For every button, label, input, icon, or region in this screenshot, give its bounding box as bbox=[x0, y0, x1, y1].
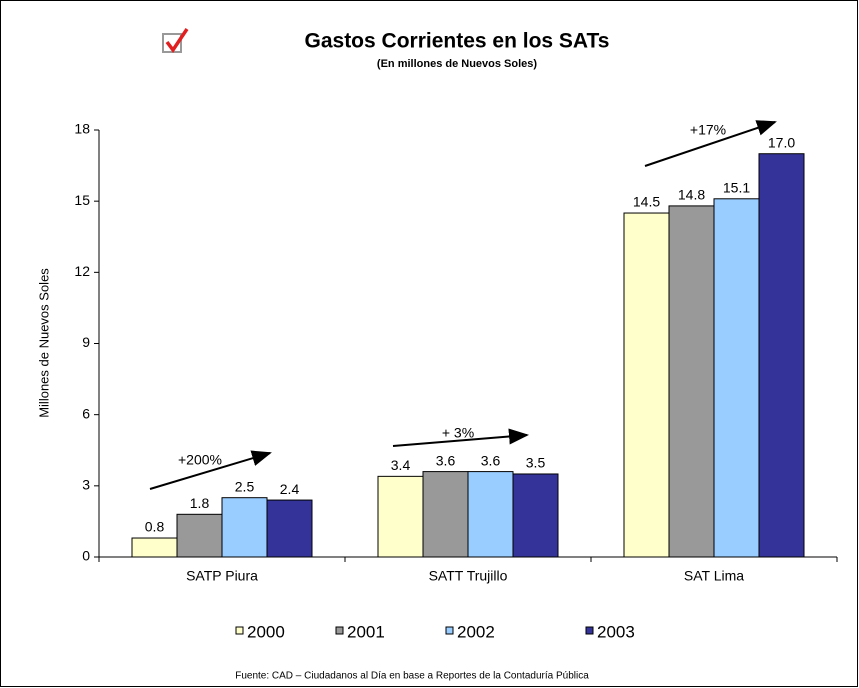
y-axis-label: Millones de Nuevos Soles bbox=[36, 268, 51, 418]
trend-arrow bbox=[149, 450, 272, 490]
bar bbox=[266, 499, 313, 558]
x-tick-label: SAT Lima bbox=[684, 568, 744, 584]
trend-arrow bbox=[644, 120, 777, 167]
legend-swatch bbox=[235, 626, 244, 635]
annotation: + 3% bbox=[442, 425, 474, 441]
bar bbox=[422, 471, 469, 558]
trend-arrow bbox=[392, 428, 529, 447]
annotation: +200% bbox=[178, 452, 222, 468]
x-tick-label: SATP Piura bbox=[186, 568, 258, 584]
bar bbox=[668, 205, 715, 558]
legend-label: 2000 bbox=[247, 622, 285, 641]
value-label: 2.4 bbox=[280, 481, 300, 497]
y-tick-label: 0 bbox=[82, 548, 90, 564]
bar bbox=[623, 212, 670, 558]
y-tick-label: 3 bbox=[82, 477, 90, 493]
legend-swatch bbox=[445, 626, 454, 635]
legend-swatch bbox=[335, 626, 344, 635]
source-note: Fuente: CAD – Ciudadanos al Día en base … bbox=[235, 671, 589, 682]
x-tick-label: SATT Trujillo bbox=[429, 568, 508, 584]
y-tick-label: 18 bbox=[74, 121, 90, 137]
y-tick-label: 6 bbox=[82, 405, 90, 421]
legend-label: 2002 bbox=[457, 622, 495, 641]
bar bbox=[221, 497, 268, 558]
value-label: 1.8 bbox=[190, 495, 210, 511]
value-label: 2.5 bbox=[235, 478, 255, 494]
chart-title: Gastos Corrientes en los SATs bbox=[305, 30, 610, 53]
checkbox-icon bbox=[162, 28, 189, 54]
value-label: 3.6 bbox=[481, 452, 501, 468]
value-label: 3.6 bbox=[436, 452, 456, 468]
legend-label: 2003 bbox=[597, 622, 635, 641]
bar bbox=[377, 475, 424, 558]
value-label: 0.8 bbox=[145, 519, 165, 535]
value-label: 15.1 bbox=[723, 179, 750, 195]
value-label: 14.8 bbox=[678, 187, 705, 203]
value-label: 17.0 bbox=[768, 134, 795, 150]
bar bbox=[512, 473, 559, 558]
annotation: +17% bbox=[690, 122, 726, 138]
chart-subtitle: (En millones de Nuevos Soles) bbox=[377, 58, 537, 70]
bar bbox=[131, 537, 178, 558]
y-tick-label: 12 bbox=[74, 263, 90, 279]
bar bbox=[758, 153, 805, 558]
legend-label: 2001 bbox=[347, 622, 385, 641]
bar bbox=[713, 198, 760, 558]
legend-swatch bbox=[585, 626, 594, 635]
y-tick-label: 9 bbox=[82, 334, 90, 350]
value-label: 3.5 bbox=[526, 455, 546, 471]
y-tick-label: 15 bbox=[74, 192, 90, 208]
value-label: 14.5 bbox=[633, 194, 660, 210]
bar bbox=[467, 471, 514, 558]
value-label: 3.4 bbox=[391, 457, 411, 473]
bar bbox=[176, 513, 223, 558]
